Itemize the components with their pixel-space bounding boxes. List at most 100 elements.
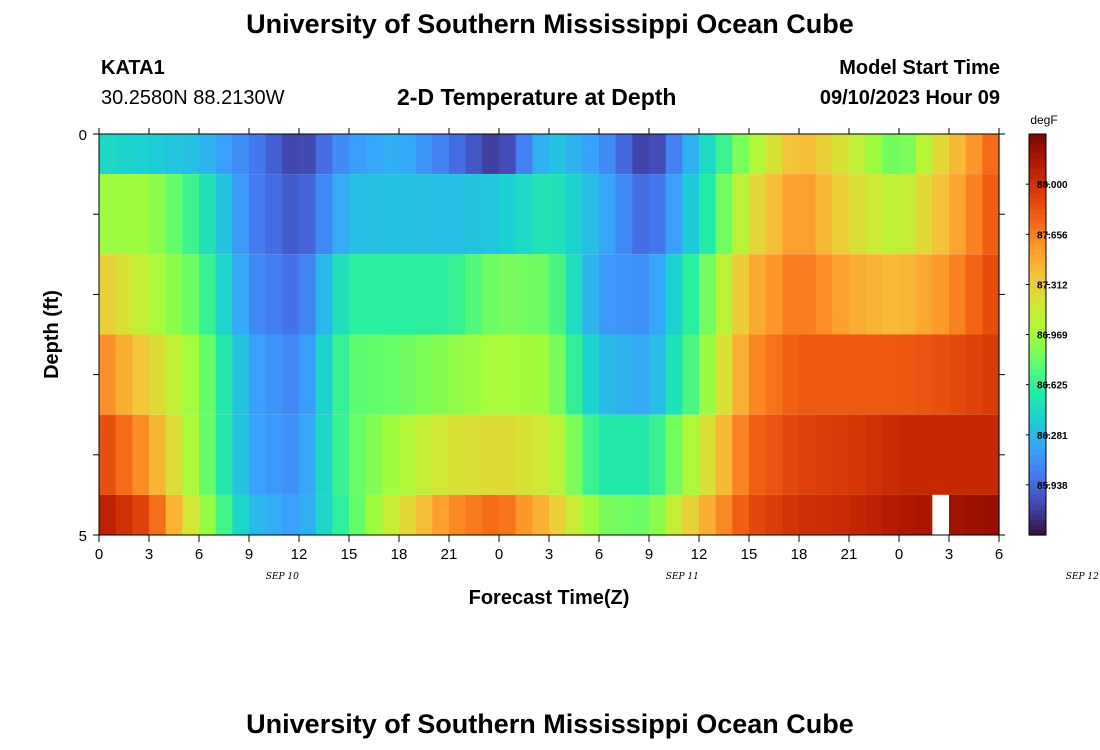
heatmap-cell xyxy=(165,134,183,175)
colorbar-segment xyxy=(1029,519,1046,526)
heatmap-cell xyxy=(299,134,317,175)
colorbar-segment xyxy=(1029,379,1046,386)
heatmap-cell xyxy=(732,334,750,415)
heatmap-cell xyxy=(582,174,600,255)
heatmap-cell xyxy=(249,134,267,175)
colorbar-segment xyxy=(1029,199,1046,205)
y-tick-label: 5 xyxy=(79,528,87,545)
colorbar-segment xyxy=(1029,159,1046,165)
heatmap-cell xyxy=(765,134,783,175)
heatmap-cell xyxy=(949,414,967,495)
heatmap-cell xyxy=(299,254,317,335)
heatmap-cell xyxy=(582,414,600,495)
heatmap-cell xyxy=(349,134,367,175)
heatmap-cell xyxy=(265,494,283,535)
heatmap-cell xyxy=(449,134,467,175)
heatmap-cell xyxy=(382,174,400,255)
x-tick-label: 6 xyxy=(195,546,203,563)
colorbar-segment xyxy=(1029,204,1046,210)
heatmap-cell xyxy=(449,254,467,335)
heatmap-cell xyxy=(615,174,633,255)
colorbar-label: 86.969 xyxy=(1037,331,1068,342)
heatmap-cell xyxy=(715,254,733,335)
heatmap-cell xyxy=(732,254,750,335)
heatmap-cell xyxy=(399,414,417,495)
heatmap-cell xyxy=(782,174,800,255)
colorbar-segment xyxy=(1029,334,1046,341)
heatmap-cell xyxy=(115,174,133,255)
heatmap-cell xyxy=(732,414,750,495)
heatmap-cell xyxy=(715,174,733,255)
colorbar-segment xyxy=(1029,504,1046,511)
heatmap-cell xyxy=(615,254,633,335)
colorbar-segment xyxy=(1029,354,1046,361)
colorbar-segment xyxy=(1029,339,1046,346)
heatmap-cell xyxy=(532,414,550,495)
heatmap-cell xyxy=(599,254,617,335)
heatmap-cell xyxy=(749,174,767,255)
heatmap-cell xyxy=(599,414,617,495)
colorbar-segment xyxy=(1029,344,1046,351)
heatmap-cell xyxy=(815,134,833,175)
heatmap-cell xyxy=(332,254,350,335)
heatmap-cell xyxy=(882,334,900,415)
colorbar-segment xyxy=(1029,369,1046,376)
heatmap-cell xyxy=(332,334,350,415)
x-tick-label: 18 xyxy=(391,546,408,563)
heatmap-cell xyxy=(799,174,817,255)
heatmap-cell xyxy=(565,254,583,335)
heatmap-cell xyxy=(849,334,867,415)
colorbar-label: 85.938 xyxy=(1037,481,1068,492)
colorbar-segment xyxy=(1029,209,1046,215)
heatmap-cell xyxy=(282,414,300,495)
heatmap-cell xyxy=(949,174,967,255)
colorbar-segment xyxy=(1029,249,1046,255)
heatmap-cell xyxy=(215,414,233,495)
heatmap-cell xyxy=(132,334,150,415)
heatmap-cell xyxy=(365,174,383,255)
colorbar-segment xyxy=(1029,494,1046,501)
heatmap-cell xyxy=(882,414,900,495)
heatmap-cell xyxy=(982,414,1000,495)
heatmap-cell xyxy=(99,254,117,335)
heatmap-cell xyxy=(182,414,200,495)
y-axis: 05 xyxy=(79,127,1005,545)
x-tick-label: 12 xyxy=(691,546,708,563)
colorbar-label: 87.656 xyxy=(1037,230,1068,241)
heatmap-cell xyxy=(582,134,600,175)
x-tick-label: 3 xyxy=(945,546,953,563)
heatmap-cell xyxy=(665,254,683,335)
heatmap-cell xyxy=(499,334,517,415)
colorbar-segment xyxy=(1029,284,1046,290)
heatmap-cell xyxy=(299,414,317,495)
colorbar-segment xyxy=(1029,444,1046,451)
heatmap-cell xyxy=(382,254,400,335)
colorbar-segment xyxy=(1029,314,1046,321)
colorbar-segment xyxy=(1029,239,1046,245)
heatmap-cell xyxy=(249,174,267,255)
heatmap-cell xyxy=(282,494,300,535)
heatmap-cell xyxy=(132,134,150,175)
colorbar-segment xyxy=(1029,409,1046,416)
heatmap-cell xyxy=(199,334,217,415)
heatmap-cell xyxy=(199,134,217,175)
x-date-label: SEP 10 xyxy=(266,572,299,582)
heatmap-cell xyxy=(882,494,900,535)
heatmap-cell xyxy=(865,494,883,535)
colorbar-segment xyxy=(1029,219,1046,225)
heatmap-cell xyxy=(482,334,500,415)
heatmap-cell xyxy=(232,494,250,535)
heatmap-cell xyxy=(265,414,283,495)
heatmap-cell xyxy=(799,134,817,175)
heatmap-cell xyxy=(532,174,550,255)
heatmap-cell xyxy=(632,134,650,175)
colorbar-segment xyxy=(1029,179,1046,185)
colorbar-segment xyxy=(1029,264,1046,270)
heatmap-cell xyxy=(982,334,1000,415)
colorbar-segment xyxy=(1029,309,1046,316)
heatmap-cell xyxy=(199,254,217,335)
colorbar-segment xyxy=(1029,189,1046,195)
colorbar-segment xyxy=(1029,509,1046,516)
heatmap-cell xyxy=(815,414,833,495)
